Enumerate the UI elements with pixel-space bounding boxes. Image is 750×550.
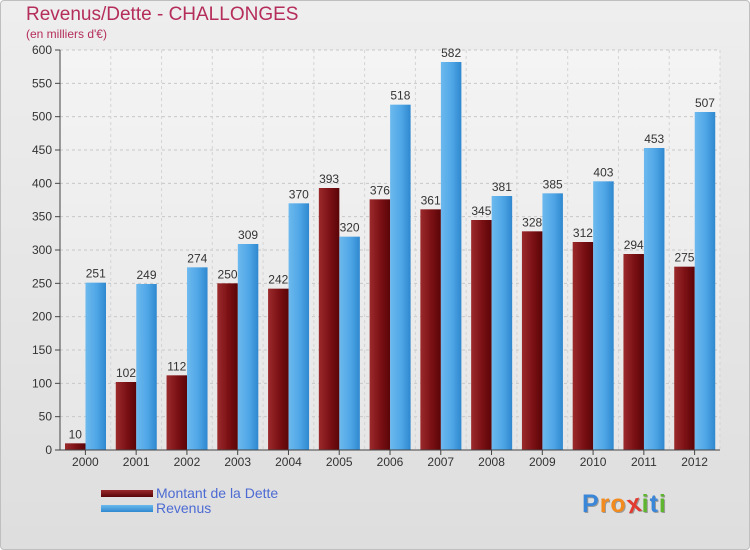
x-tick-label-2009: 2009 xyxy=(529,455,556,469)
bar-revenue-2008 xyxy=(491,196,513,450)
data-label-debt-2012: 275 xyxy=(674,251,694,265)
bar-revenue-2012 xyxy=(694,112,716,450)
legend-swatch-revenue xyxy=(101,505,153,512)
y-tick-label-300: 300 xyxy=(32,243,52,257)
data-label-revenue-2010: 403 xyxy=(593,165,613,179)
data-label-revenue-2004: 370 xyxy=(289,187,309,201)
chart-title: Revenus/Dette - CHALLONGES xyxy=(26,4,299,25)
data-label-debt-2004: 242 xyxy=(268,273,288,287)
x-tick-label-2007: 2007 xyxy=(427,455,454,469)
y-tick-label-100: 100 xyxy=(32,376,52,390)
data-label-debt-2002: 112 xyxy=(167,359,186,373)
legend-swatch-debt xyxy=(101,490,153,497)
data-label-revenue-2008: 381 xyxy=(492,180,512,194)
logo-letter: i xyxy=(658,490,667,518)
x-tick-label-2004: 2004 xyxy=(275,455,302,469)
chart-subtitle: (en milliers d'€) xyxy=(26,27,107,41)
bar-debt-2008 xyxy=(471,220,492,450)
data-label-revenue-2011: 453 xyxy=(644,132,664,146)
bar-revenue-2002 xyxy=(187,267,208,450)
legend-label-debt: Montant de la Dette xyxy=(156,485,279,501)
x-tick-label-2002: 2002 xyxy=(174,455,201,469)
data-label-revenue-2007: 582 xyxy=(441,46,461,60)
x-tick-label-2000: 2000 xyxy=(72,455,99,469)
y-tick-label-600: 600 xyxy=(32,43,52,57)
proxiti-logo: Proxiti xyxy=(582,489,667,519)
data-label-revenue-2006: 518 xyxy=(390,89,410,103)
y-tick-label-200: 200 xyxy=(32,310,52,324)
bar-debt-2009 xyxy=(521,231,543,450)
y-tick-label-50: 50 xyxy=(39,410,53,424)
y-tick-label-500: 500 xyxy=(32,110,52,124)
data-label-revenue-2000: 251 xyxy=(86,267,106,281)
bar-debt-2006 xyxy=(369,199,391,450)
bar-debt-2012 xyxy=(674,266,695,450)
bar-revenue-2003 xyxy=(237,244,259,450)
bar-revenue-2005 xyxy=(339,236,360,450)
data-label-revenue-2009: 385 xyxy=(543,177,563,191)
y-tick-label-250: 250 xyxy=(32,276,52,290)
bar-debt-2001 xyxy=(115,382,137,450)
data-label-debt-2006: 376 xyxy=(370,183,390,197)
bars xyxy=(65,62,716,451)
bar-debt-2005 xyxy=(318,188,340,450)
x-tick-label-2012: 2012 xyxy=(681,455,708,469)
logo-letter: P xyxy=(582,490,600,518)
bar-debt-2000 xyxy=(65,443,86,450)
data-label-debt-2005: 393 xyxy=(319,172,339,186)
y-tick-label-450: 450 xyxy=(32,143,52,157)
bar-debt-2011 xyxy=(623,254,644,450)
logo-letter: o xyxy=(610,490,627,518)
y-tick-label-350: 350 xyxy=(32,210,52,224)
bar-revenue-2001 xyxy=(136,284,157,450)
bar-revenue-2000 xyxy=(85,282,106,450)
bar-debt-2003 xyxy=(217,283,238,450)
data-label-debt-2008: 345 xyxy=(471,204,491,218)
y-tick-label-150: 150 xyxy=(32,343,52,357)
x-tick-label-2010: 2010 xyxy=(580,455,607,469)
logo-letter: t xyxy=(649,490,659,518)
data-label-revenue-2005: 320 xyxy=(340,221,360,235)
y-tick-label-400: 400 xyxy=(32,176,52,190)
bar-revenue-2007 xyxy=(440,62,462,450)
bar-debt-2007 xyxy=(420,209,441,450)
logo-letter: i xyxy=(641,490,650,518)
x-tick-label-2005: 2005 xyxy=(326,455,353,469)
y-tick-label-0: 0 xyxy=(45,443,52,457)
data-label-revenue-2001: 249 xyxy=(137,268,157,282)
bar-revenue-2006 xyxy=(390,104,411,451)
axes: 0 50 100 150 200 250 300 350 400 450 500 550 600 2000… xyxy=(32,43,720,469)
bar-revenue-2011 xyxy=(643,148,665,450)
x-tick-label-2001: 2001 xyxy=(123,455,150,469)
bar-revenue-2004 xyxy=(288,203,310,450)
logo-letter: r xyxy=(599,490,611,518)
data-label-debt-2007: 361 xyxy=(421,193,441,207)
data-label-debt-2003: 250 xyxy=(218,267,238,281)
data-label-debt-2000: 10 xyxy=(69,427,83,441)
data-label-debt-2011: 294 xyxy=(624,238,644,252)
x-tick-label-2006: 2006 xyxy=(377,455,404,469)
bar-debt-2010 xyxy=(572,242,594,450)
data-label-revenue-2002: 274 xyxy=(187,251,207,265)
data-label-revenue-2012: 507 xyxy=(695,96,715,110)
bar-debt-2004 xyxy=(268,288,289,450)
x-tick-label-2003: 2003 xyxy=(224,455,251,469)
data-label-debt-2001: 102 xyxy=(116,366,136,380)
x-tick-label-2011: 2011 xyxy=(631,455,657,469)
data-label-debt-2010: 312 xyxy=(573,226,593,240)
data-label-debt-2009: 328 xyxy=(522,215,542,229)
x-tick-label-2008: 2008 xyxy=(478,455,505,469)
data-label-revenue-2003: 309 xyxy=(238,228,258,242)
y-tick-label-550: 550 xyxy=(32,76,52,90)
bar-debt-2002 xyxy=(166,375,188,450)
legend-label-revenue: Revenus xyxy=(156,500,212,516)
data-labels: 10 251 102 249 112 274 250 309 242 370 393 320 376 51… xyxy=(69,46,716,441)
bar-revenue-2010 xyxy=(593,181,614,451)
bar-revenue-2009 xyxy=(542,193,563,451)
